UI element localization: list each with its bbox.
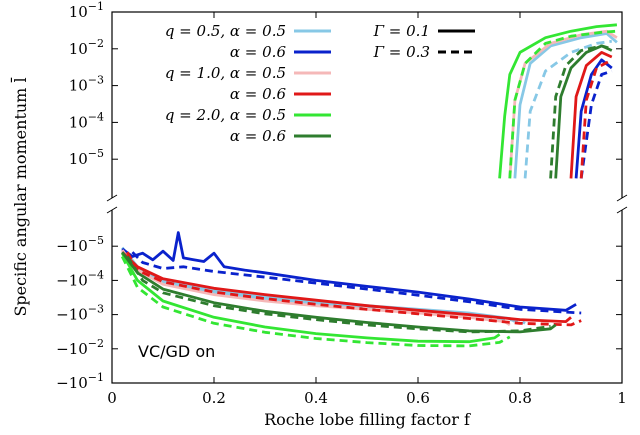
axes-group: 0 0.2 0.4 0.6 0.8 1 10−5 10−4 10−3 10−2 10−1 −10−5 −… [56,0,627,407]
legend-entry-label: q = 0.5, α = 0.5 [165,22,286,40]
series-line-positive [579,69,613,179]
y-tick-label: −10−4 [56,268,104,289]
legend: q = 0.5, α = 0.5 α = 0.6 q = 1.0, α = 0.5 α… [165,22,475,145]
series-line-negative [126,251,582,327]
series-line-positive [508,29,618,179]
x-tick-label: 0.4 [304,389,328,407]
y-tick-label: −10−3 [56,303,104,324]
annotation-text: VC/GD on [138,342,215,361]
x-tick-label: 0.6 [406,389,430,407]
legend-entry-label: q = 2.0, α = 0.5 [165,106,286,124]
series-line-negative [131,251,582,315]
y-tick-label: −10−5 [56,234,104,255]
x-tick-label: 1 [617,389,627,407]
y-tick-label: −10−1 [56,371,104,392]
series-line-positive [498,23,618,179]
x-tick-label: 0.8 [508,389,532,407]
x-tick-label: 0.2 [202,389,226,407]
axis-break-mark [106,194,118,202]
y-tick-label: 10−4 [69,110,104,131]
series-line-negative [121,251,572,323]
series-line-positive [549,44,613,179]
series-line-negative [121,231,577,312]
axis-break-mark [106,206,118,214]
series-line-positive [523,39,612,179]
legend-entry-label: α = 0.6 [230,127,287,145]
legend-entry-label: q = 1.0, α = 0.5 [165,64,286,82]
axis-break-mark [616,194,628,202]
y-tick-label: 10−1 [69,0,104,21]
series-line-positive [513,32,618,179]
y-tick-label: 10−5 [69,147,104,168]
legend-entry-label: α = 0.6 [230,85,287,103]
legend-style-label: Γ = 0.1 [373,22,430,40]
series-line-negative [120,252,501,344]
series-line-negative [126,255,551,334]
legend-entry-label: α = 0.6 [230,43,287,61]
y-tick-label: 10−3 [69,74,104,95]
axis-break-mark [616,206,628,214]
y-tick-label: −10−2 [56,337,104,358]
y-axis-label: Specific angular momentum l̄ [9,77,30,317]
series-line-positive [569,51,613,179]
axis-break-gap-right [618,198,626,210]
x-axis-label: Roche lobe filling factor f [264,410,471,429]
legend-style-label: Γ = 0.3 [373,43,430,61]
x-tick-label: 0 [107,389,117,407]
series-group [120,23,618,348]
plot-frame [106,11,628,384]
series-line-positive [579,58,613,179]
series-line-negative [120,255,511,348]
axis-break-gap-left [108,198,116,210]
y-tick-label: 10−2 [69,37,104,58]
